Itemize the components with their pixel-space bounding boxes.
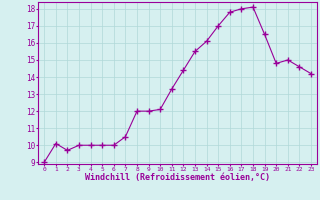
X-axis label: Windchill (Refroidissement éolien,°C): Windchill (Refroidissement éolien,°C) xyxy=(85,173,270,182)
